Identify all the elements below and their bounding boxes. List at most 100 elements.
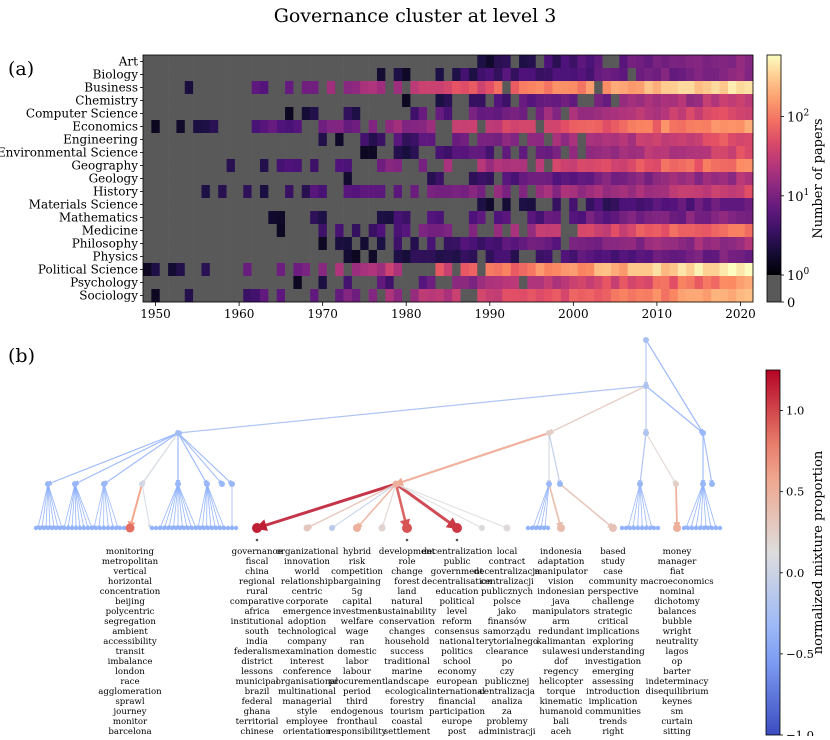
heatmap-cell — [502, 237, 511, 250]
heatmap-cell — [394, 81, 403, 94]
heatmap-cell — [235, 159, 244, 172]
heatmap-cell — [143, 172, 152, 185]
heatmap-cell — [594, 94, 603, 107]
heatmap-cell — [168, 185, 177, 198]
heatmap-cell — [260, 198, 269, 211]
heatmap-cell — [227, 94, 236, 107]
heatmap-cell — [285, 198, 294, 211]
heatmap-row — [143, 68, 753, 81]
heatmap-cell — [594, 81, 603, 94]
heatmap-cell — [352, 276, 361, 289]
heatmap-cell — [235, 107, 244, 120]
heatmap-cell — [344, 120, 353, 133]
heatmap-cell — [201, 172, 210, 185]
heatmap-cell — [552, 250, 561, 263]
word: household — [385, 637, 430, 647]
heatmap-cell — [243, 289, 252, 302]
word: balances — [658, 607, 696, 617]
heatmap-cell — [360, 224, 369, 237]
heatmap-cell — [385, 185, 394, 198]
tree-node — [546, 430, 552, 436]
heatmap-cell — [728, 211, 737, 224]
heatmap-cell — [527, 237, 536, 250]
heatmap-cell — [544, 68, 553, 81]
heatmap-cell — [143, 185, 152, 198]
marker-dot — [456, 539, 459, 542]
heatmap-cell — [285, 237, 294, 250]
heatmap-cell — [745, 198, 754, 211]
heatmap-cell — [385, 107, 394, 120]
word: rural — [246, 587, 268, 597]
heatmap-cell — [193, 237, 202, 250]
heatmap-cell — [385, 172, 394, 185]
heatmap-cell — [160, 237, 169, 250]
panel-b-label: (b) — [8, 345, 35, 367]
heatmap-cell — [218, 146, 227, 159]
heatmap-cell — [678, 94, 687, 107]
heatmap-cell — [243, 133, 252, 146]
heatmap-cell — [210, 68, 219, 81]
heatmap-cell — [285, 224, 294, 237]
heatmap-cell — [728, 276, 737, 289]
word: coastal — [392, 717, 423, 727]
heatmap-cell — [578, 276, 587, 289]
heatmap-cell — [227, 55, 236, 68]
tree-edge — [99, 484, 104, 528]
tree-edge — [549, 433, 560, 484]
tree-node — [673, 524, 681, 532]
heatmap-cell — [695, 276, 704, 289]
heatmap-cell — [561, 276, 570, 289]
word: fiat — [670, 567, 685, 577]
word: vertical — [113, 567, 147, 577]
heatmap-cell — [394, 263, 403, 276]
heatmap-cell — [185, 276, 194, 289]
word: local — [497, 547, 518, 557]
heatmap-cell — [260, 120, 269, 133]
heatmap-cell — [185, 224, 194, 237]
word: role — [398, 557, 415, 567]
tree-node — [229, 481, 235, 487]
heatmap-cell — [444, 107, 453, 120]
heatmap-cell — [636, 107, 645, 120]
heatmap-cell — [252, 55, 261, 68]
heatmap-cell — [720, 120, 729, 133]
heatmap-cell — [619, 276, 628, 289]
heatmap-cell — [185, 146, 194, 159]
heatmap-cell — [586, 146, 595, 159]
heatmap-cell — [385, 276, 394, 289]
heatmap-cell — [703, 211, 712, 224]
panel-a-label: (a) — [8, 58, 34, 80]
heatmap-cell — [201, 81, 210, 94]
tree-node — [210, 526, 214, 530]
tree-node — [700, 430, 706, 436]
heatmap-cell — [377, 68, 386, 81]
heatmap-cell — [352, 289, 361, 302]
heatmap-cell — [703, 94, 712, 107]
heatmap-cell — [686, 159, 695, 172]
heatmap-cell — [360, 263, 369, 276]
word: po — [502, 657, 513, 667]
heatmap-cell — [552, 68, 561, 81]
heatmap-cell — [235, 237, 244, 250]
heatmap-cell — [619, 237, 628, 250]
heatmap-cell — [745, 276, 754, 289]
heatmap-cell — [720, 94, 729, 107]
word: bali — [553, 717, 569, 727]
heatmap-cell — [561, 146, 570, 159]
heatmap-cell — [711, 250, 720, 263]
word: lagos — [666, 647, 689, 657]
heatmap-cell — [527, 133, 536, 146]
heatmap-cell — [552, 81, 561, 94]
heatmap-cell — [653, 94, 662, 107]
heatmap-cell — [344, 237, 353, 250]
word: ran — [350, 637, 365, 647]
heatmap-cell — [210, 276, 219, 289]
heatmap-cell — [427, 107, 436, 120]
heatmap-cell — [285, 107, 294, 120]
tree-node — [526, 526, 530, 530]
heatmap-cell — [494, 81, 503, 94]
heatmap-cell — [711, 172, 720, 185]
figure-title: Governance cluster at level 3 — [274, 5, 557, 27]
heatmap-cell — [176, 276, 185, 289]
heatmap-cell — [185, 55, 194, 68]
